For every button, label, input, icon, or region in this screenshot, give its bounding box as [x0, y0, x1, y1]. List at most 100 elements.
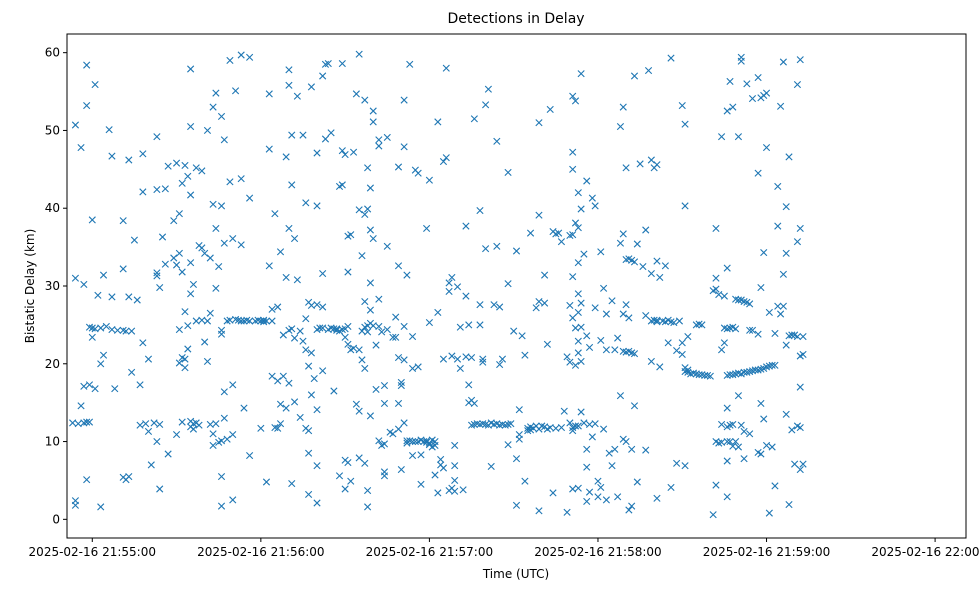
data-point — [217, 202, 226, 210]
data-point — [279, 331, 287, 339]
data-point — [403, 271, 411, 279]
data-point — [240, 404, 248, 412]
data-point — [414, 169, 422, 177]
data-point — [366, 306, 375, 314]
data-point — [782, 341, 790, 349]
data-point — [366, 184, 375, 192]
data-point — [535, 119, 543, 127]
data-point — [223, 435, 231, 443]
data-point — [757, 399, 765, 408]
data-point — [616, 392, 625, 400]
data-point — [187, 259, 195, 267]
data-point — [414, 363, 422, 371]
data-point — [372, 385, 380, 394]
data-point — [569, 165, 577, 173]
data-point — [743, 80, 751, 88]
data-point — [512, 455, 521, 463]
y-tick-label: 30 — [45, 279, 60, 293]
data-point — [760, 415, 768, 423]
data-point — [723, 493, 731, 501]
data-point — [746, 326, 754, 334]
data-point — [762, 143, 771, 152]
data-point — [577, 357, 585, 366]
data-point — [535, 297, 543, 306]
data-point — [313, 462, 321, 470]
data-point — [394, 163, 403, 171]
data-point — [394, 353, 403, 362]
data-point — [470, 399, 478, 408]
data-point — [288, 325, 296, 333]
data-point — [400, 419, 408, 427]
data-point — [77, 402, 85, 410]
data-point — [476, 301, 484, 309]
data-point — [355, 50, 363, 58]
data-point — [172, 159, 181, 167]
data-point — [175, 210, 183, 218]
x-axis-label: Time (UTC) — [482, 567, 549, 581]
data-point — [639, 262, 647, 271]
data-point — [212, 420, 220, 428]
data-point — [569, 231, 577, 239]
data-point — [597, 483, 605, 492]
data-point — [557, 238, 566, 246]
data-point — [305, 427, 313, 435]
data-point — [656, 363, 664, 371]
data-point — [344, 322, 352, 331]
data-point — [748, 94, 757, 103]
data-point — [172, 430, 181, 439]
data-point — [285, 66, 293, 74]
data-point — [740, 455, 748, 463]
data-point — [217, 472, 226, 481]
data-point — [521, 477, 529, 485]
data-point — [569, 314, 577, 322]
data-point — [799, 332, 807, 341]
data-point — [119, 217, 127, 225]
data-point — [85, 418, 94, 426]
data-point — [614, 493, 622, 501]
data-point — [563, 508, 571, 516]
data-point — [656, 273, 664, 282]
data-point — [125, 472, 133, 481]
data-point — [139, 150, 147, 158]
data-point — [630, 350, 639, 358]
data-point — [400, 143, 408, 151]
data-point — [628, 445, 636, 453]
data-point — [344, 458, 352, 467]
data-point — [796, 423, 804, 432]
data-point — [476, 321, 484, 329]
data-point — [341, 485, 349, 493]
data-point — [187, 65, 195, 73]
data-point — [602, 496, 610, 504]
x-tick-label: 2025-02-16 21:57:00 — [366, 545, 493, 559]
data-point — [206, 309, 214, 317]
data-point — [515, 435, 523, 443]
data-point — [296, 327, 304, 335]
data-point — [746, 430, 754, 438]
data-point — [119, 265, 127, 273]
data-point — [285, 379, 293, 387]
data-point — [684, 366, 692, 374]
data-point — [375, 136, 383, 144]
data-point — [569, 427, 577, 435]
data-point — [771, 482, 779, 490]
data-point — [754, 330, 762, 338]
data-point — [493, 242, 501, 250]
data-point — [723, 437, 731, 446]
data-point — [91, 80, 99, 89]
data-point — [437, 455, 445, 464]
data-point — [324, 59, 332, 68]
data-point — [408, 451, 417, 460]
data-point — [335, 472, 344, 480]
data-point — [630, 402, 639, 410]
data-point — [319, 324, 327, 332]
data-point — [465, 321, 473, 329]
data-point — [305, 449, 313, 457]
data-point — [630, 258, 639, 266]
data-point — [293, 276, 301, 284]
data-point — [97, 324, 105, 332]
data-point — [678, 339, 686, 347]
data-point — [445, 287, 453, 296]
data-point — [344, 268, 352, 276]
data-point — [369, 118, 377, 126]
